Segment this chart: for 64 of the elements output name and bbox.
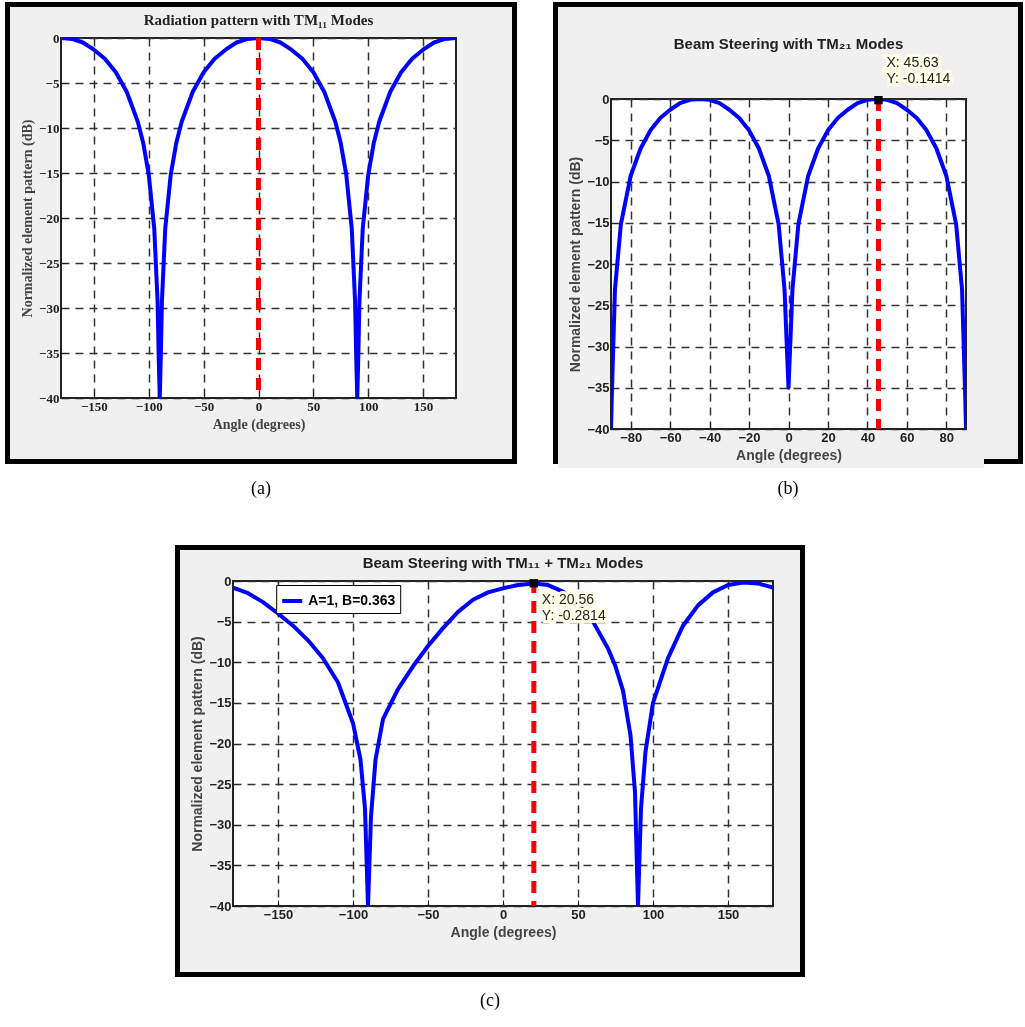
x-tick-label: 50 xyxy=(571,906,586,922)
x-tick-label: 20 xyxy=(821,429,836,445)
x-tick-label: −60 xyxy=(659,429,682,445)
y-axis-title: Normalized element pattern (dB) xyxy=(567,156,584,373)
x-tick-label: −100 xyxy=(135,398,163,414)
y-axis-title: Normalized element pattern (dB) xyxy=(189,636,206,852)
x-tick-label: 0 xyxy=(785,429,793,445)
text: (a) xyxy=(250,478,272,499)
x-tick-label: −50 xyxy=(417,906,440,922)
chart-title: Beam Steering with TM₂₁ Modes xyxy=(673,35,904,53)
x-tick-label: 0 xyxy=(255,398,263,414)
x-axis-title: Angle (degrees) xyxy=(450,923,557,940)
x-tick-label: −80 xyxy=(620,429,643,445)
x-tick-label: −40 xyxy=(699,429,722,445)
y-tick-label: −15 xyxy=(209,695,232,711)
x-tick-label: 100 xyxy=(642,906,665,922)
y-tick-label: −10 xyxy=(39,120,60,136)
line-series xyxy=(61,38,456,398)
x-tick-label: 60 xyxy=(900,429,915,445)
text: (b) xyxy=(776,478,800,499)
chart-title: Radiation pattern with TM₁₁ Modes xyxy=(143,12,374,28)
y-tick-label: −5 xyxy=(45,75,60,91)
y-tick-label: −15 xyxy=(587,215,610,231)
x-tick-label: −20 xyxy=(738,429,761,445)
x-axis-title: Angle (degrees) xyxy=(212,416,306,433)
y-tick-label: −20 xyxy=(209,736,232,751)
annotation: X: 45.63 Y: -0.1414 xyxy=(886,54,951,87)
x-tick-label: 150 xyxy=(413,398,434,414)
y-tick-label: 0 xyxy=(224,573,232,589)
x-tick-label: 40 xyxy=(860,429,876,445)
y-tick-label: −25 xyxy=(209,776,232,792)
y-tick-label: −20 xyxy=(587,256,610,272)
y-tick-label: −35 xyxy=(39,345,60,361)
y-tick-label: −5 xyxy=(594,132,610,148)
y-tick-label: −15 xyxy=(39,165,60,181)
y-tick-label: 0 xyxy=(53,30,60,46)
x-axis-title: Angle (degrees) xyxy=(736,446,842,463)
text: (c) xyxy=(479,990,501,1011)
legend-label: A=1, B=0.363 xyxy=(308,592,396,608)
y-tick-label: 0 xyxy=(602,91,610,107)
y-axis-title: Normalized element pattern (dB) xyxy=(20,119,37,318)
y-tick-label: −30 xyxy=(39,300,60,316)
y-tick-label: −30 xyxy=(587,339,610,354)
y-tick-label: −30 xyxy=(209,817,232,833)
line-series xyxy=(611,95,966,429)
chart-title: Beam Steering with TM₁₁ + TM₂₁ Modes xyxy=(362,554,644,571)
x-tick-label: −100 xyxy=(338,906,369,922)
y-tick-label: −10 xyxy=(587,174,610,189)
y-tick-label: −35 xyxy=(209,857,232,873)
x-tick-label: −50 xyxy=(193,398,215,414)
y-tick-label: −10 xyxy=(209,654,232,670)
x-tick-label: 80 xyxy=(939,429,955,445)
x-tick-label: 150 xyxy=(717,906,740,922)
x-tick-label: −150 xyxy=(263,906,294,922)
x-tick-label: −150 xyxy=(80,398,108,414)
y-tick-label: −5 xyxy=(216,614,232,630)
x-tick-label: 0 xyxy=(499,906,508,922)
x-tick-label: 50 xyxy=(307,398,321,414)
y-tick-label: −20 xyxy=(39,210,60,226)
y-tick-label: −35 xyxy=(587,380,610,396)
x-tick-label: 100 xyxy=(358,398,379,414)
line-series xyxy=(233,579,773,906)
y-tick-label: −25 xyxy=(39,255,60,271)
y-tick-label: −25 xyxy=(587,297,610,313)
